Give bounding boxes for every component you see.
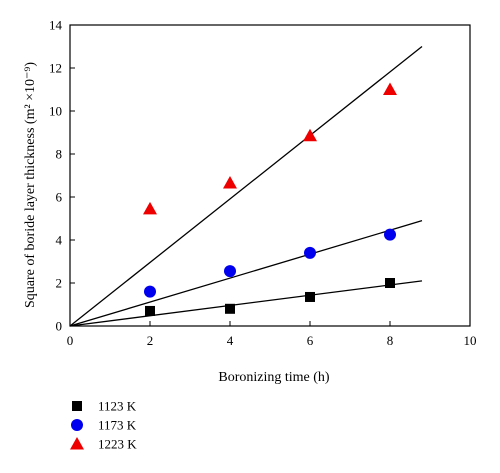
y-tick-label: 4: [56, 233, 63, 248]
data-point: [145, 305, 155, 316]
y-tick-label: 12: [49, 61, 62, 76]
data-point: [304, 246, 316, 259]
legend-label: 1173 K: [98, 418, 137, 433]
legend-label: 1123 K: [98, 399, 137, 414]
fit-lines: [69, 45, 423, 327]
data-point: [223, 176, 237, 189]
y-tick-label: 14: [49, 18, 63, 33]
y-tick-label: 0: [56, 319, 63, 334]
data-point: [224, 265, 236, 278]
plot-frame: [69, 24, 471, 327]
y-axis-label: Square of boride layer thickness (m² ×10…: [23, 62, 38, 308]
data-point: [225, 303, 235, 314]
x-tick-label: 6: [307, 333, 314, 348]
data-point: [144, 285, 156, 298]
plot-area: [69, 24, 471, 327]
data-point: [143, 201, 157, 215]
data-point: [384, 228, 396, 241]
legend-marker: [71, 419, 83, 431]
data-point: [305, 291, 315, 302]
data-point: [385, 278, 395, 288]
y-tick-label: 10: [49, 104, 62, 119]
x-tick-label: 0: [67, 333, 74, 348]
fit-line: [69, 45, 423, 327]
legend-label: 1223 K: [98, 437, 137, 452]
y-tick-label: 8: [56, 147, 63, 162]
x-tick-label: 10: [464, 333, 477, 348]
x-axis-label: Boronizing time (h): [218, 370, 330, 385]
fit-line: [69, 280, 423, 327]
data-point: [303, 128, 317, 142]
fit-line: [69, 220, 423, 327]
data-points: [143, 82, 397, 316]
x-tick-label: 8: [387, 333, 394, 348]
axes: 0 2 4 6 8 10 0 2 4 6 8 10 12 14: [49, 18, 477, 349]
x-tick-label: 2: [147, 333, 154, 348]
legend: 1123 K 1173 K 1223 K: [70, 399, 137, 452]
data-point: [383, 82, 397, 95]
y-tick-label: 2: [56, 276, 63, 291]
legend-marker: [72, 401, 82, 411]
y-tick-label: 6: [56, 190, 63, 205]
legend-marker: [70, 437, 84, 450]
x-tick-label: 4: [227, 333, 234, 348]
